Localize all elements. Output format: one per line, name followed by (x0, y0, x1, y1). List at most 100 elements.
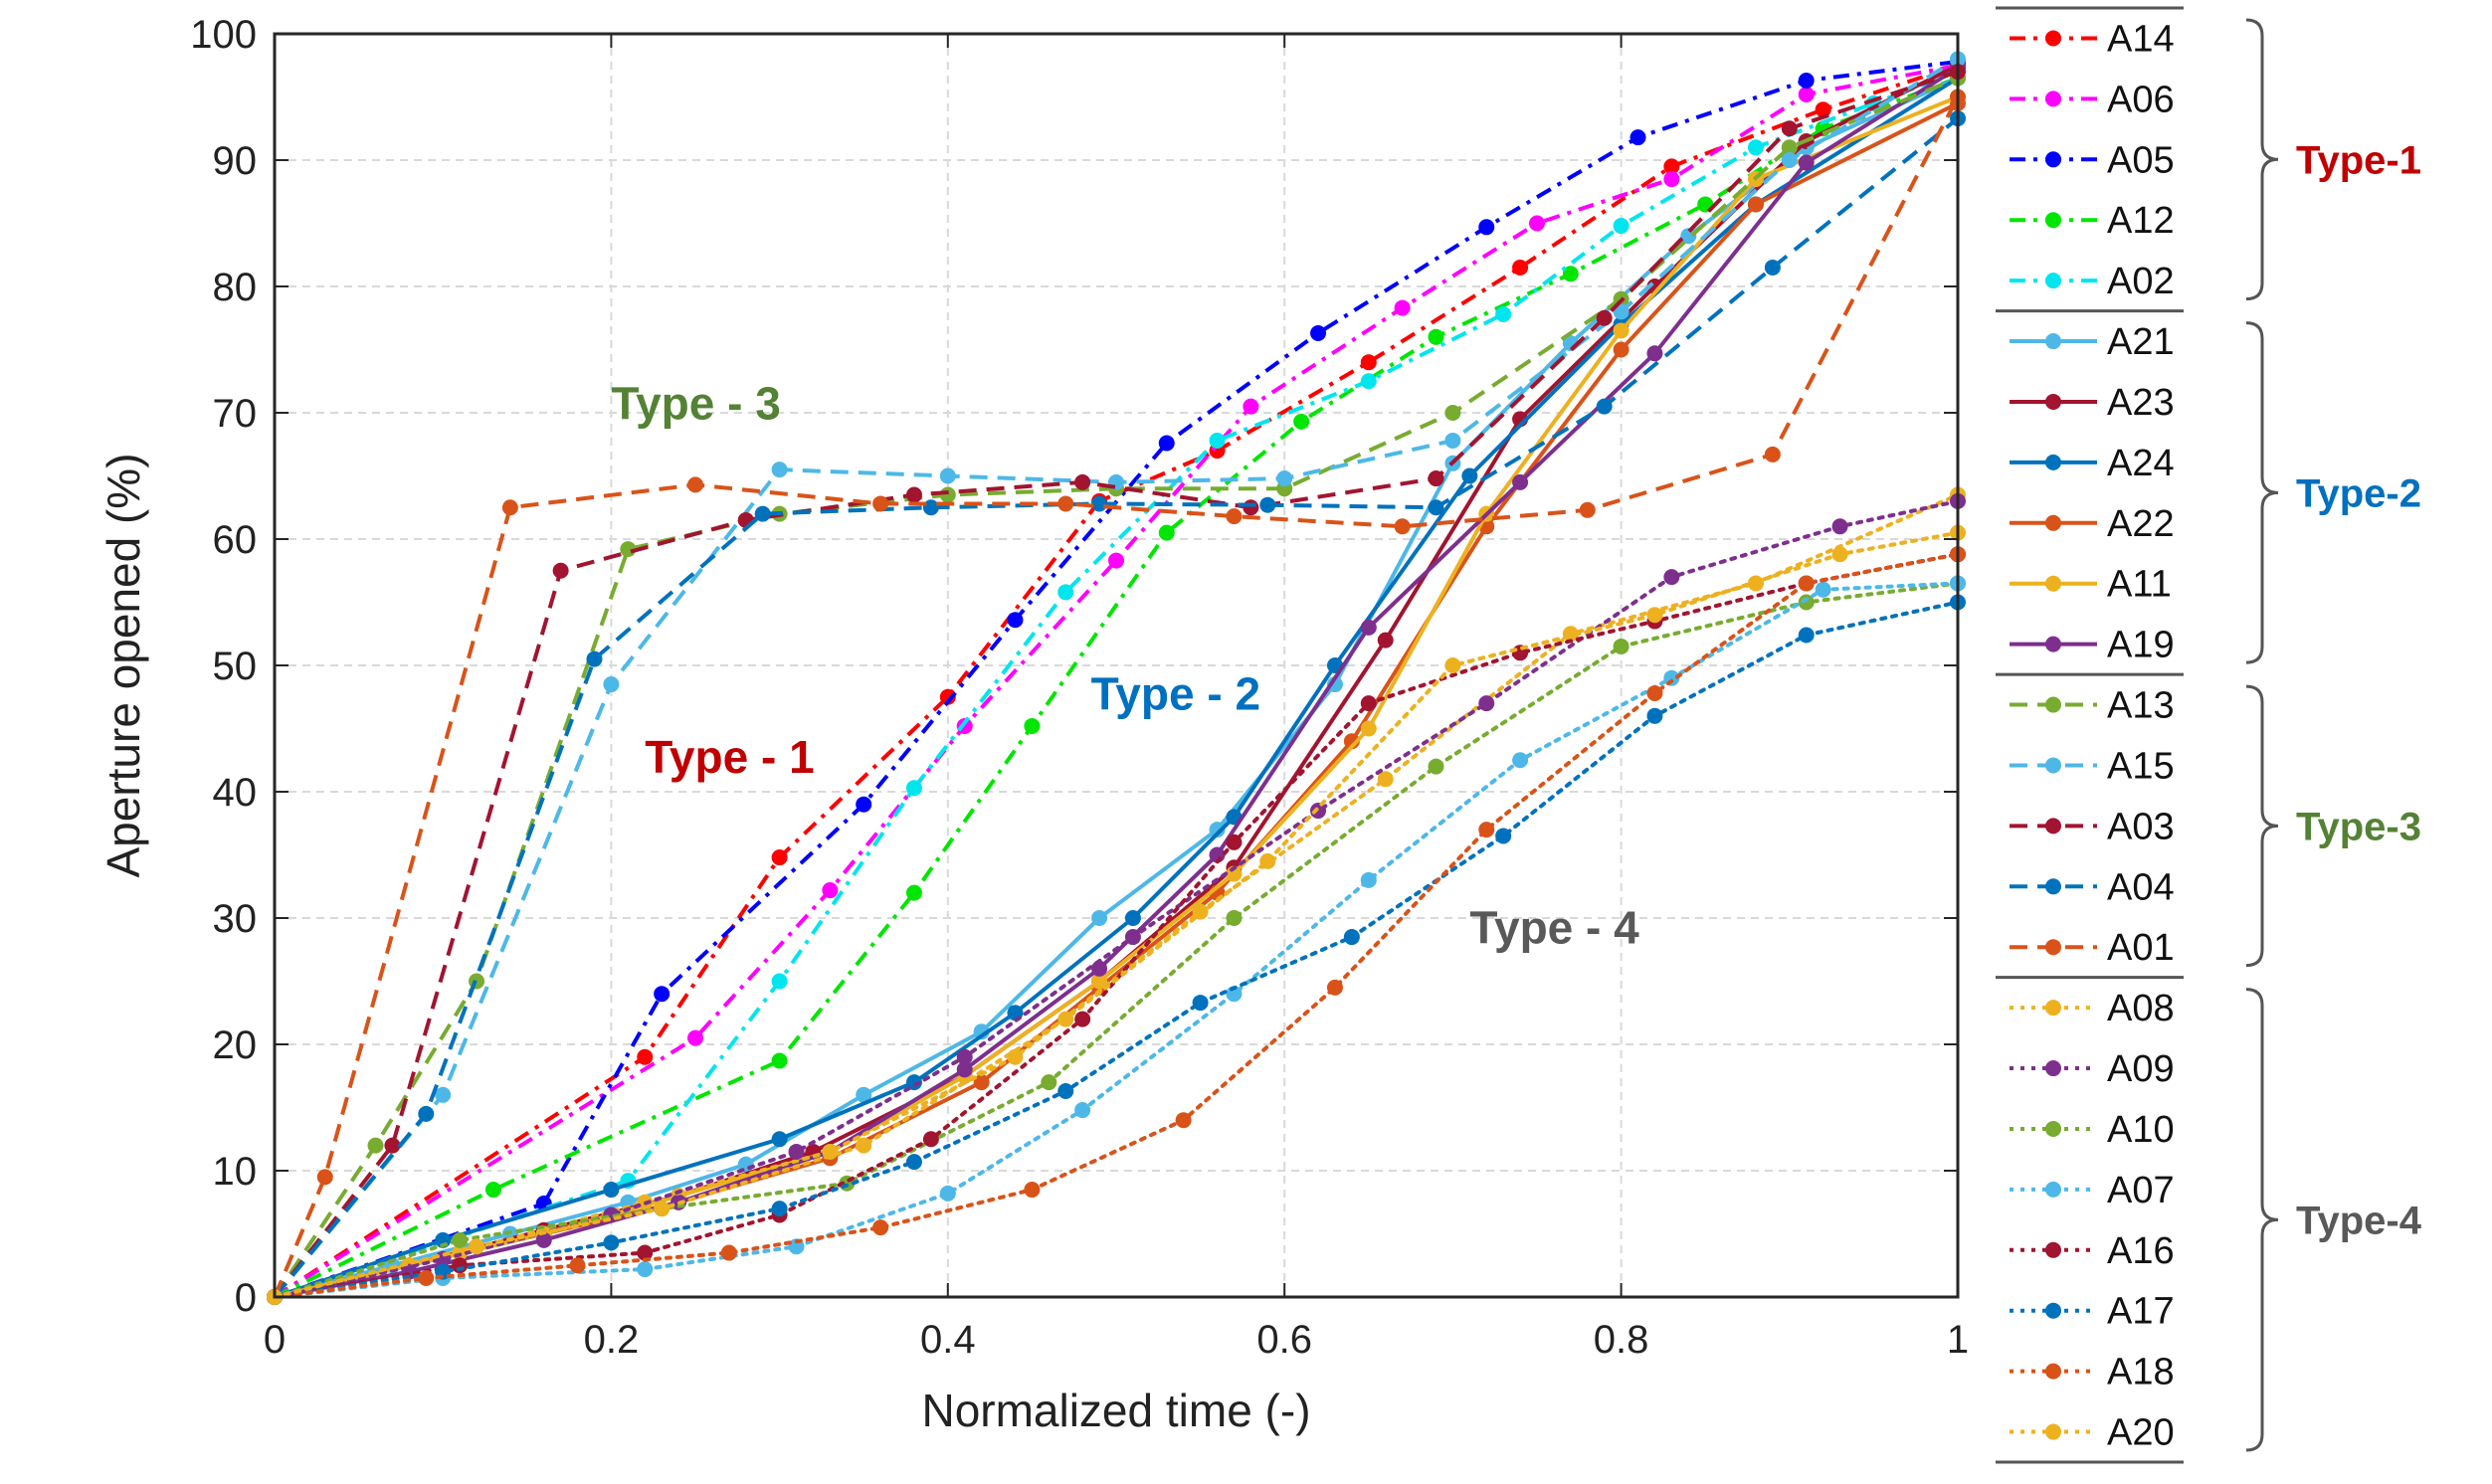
data-point (1158, 524, 1175, 541)
legend-label: A17 (2107, 1291, 2175, 1333)
y-axis-label: Aperture opened (%) (97, 453, 149, 877)
legend-marker (2045, 333, 2061, 350)
legend-group-label: Type-4 (2296, 1199, 2422, 1242)
y-tick-label: 100 (190, 13, 257, 57)
data-point (1512, 259, 1529, 276)
data-point (1007, 612, 1024, 629)
series-line (273, 581, 1960, 1299)
data-point (1124, 929, 1141, 946)
series-a08 (267, 486, 1966, 1305)
legend-entry-a09: A09 (2010, 1048, 2175, 1090)
legend-label: A03 (2107, 806, 2175, 847)
data-point (1428, 470, 1444, 487)
data-point (654, 1201, 671, 1217)
data-point (435, 1086, 452, 1103)
annotation-label: Type - 4 (1469, 901, 1639, 953)
data-point (973, 1074, 990, 1091)
y-tick-label: 10 (213, 1150, 258, 1194)
data-point (687, 1029, 703, 1046)
data-point (922, 1131, 939, 1148)
legend-entry-a22: A22 (2010, 503, 2175, 545)
series-line (273, 581, 1960, 1299)
data-point (1377, 771, 1394, 788)
data-point (1512, 752, 1529, 769)
legend-marker (2045, 1060, 2061, 1077)
data-point (452, 1257, 469, 1274)
data-point (418, 1105, 435, 1122)
data-point (1226, 508, 1243, 525)
legend-marker (2045, 1000, 2061, 1017)
legend-marker (2045, 514, 2061, 531)
data-point (1226, 910, 1243, 926)
data-point (1764, 446, 1781, 463)
data-point (1663, 158, 1680, 175)
data-point (1613, 638, 1629, 654)
legend-entry-a12: A12 (2010, 200, 2175, 242)
legend-marker (2045, 273, 2061, 289)
legend-label: A12 (2107, 200, 2175, 242)
data-point (1798, 575, 1815, 592)
data-point (905, 780, 922, 797)
legend-marker (2045, 878, 2061, 895)
data-point (872, 495, 889, 512)
data-point (1091, 960, 1108, 977)
series-a14 (267, 57, 1966, 1305)
series-line (273, 552, 1960, 1299)
data-point (1057, 584, 1074, 601)
data-point (469, 1238, 485, 1255)
data-point (603, 676, 620, 693)
legend-marker (2045, 91, 2061, 107)
data-point (905, 1074, 922, 1091)
data-point (1798, 72, 1815, 89)
chart-annotations: Type - 3 Type - 1 Type - 2 Type - 4 (611, 377, 1639, 953)
data-point (1798, 594, 1815, 611)
legend-entry-a15: A15 (2010, 745, 2175, 787)
legend-label: A16 (2107, 1230, 2175, 1272)
legend-marker (2045, 1120, 2061, 1137)
data-point (637, 1261, 654, 1278)
data-point (1024, 1182, 1041, 1199)
legend-group-brace (2245, 18, 2279, 301)
annotation-label: Type - 2 (1091, 667, 1260, 719)
data-point (452, 1231, 469, 1248)
series-line (274, 59, 1959, 1299)
series-line (274, 70, 1959, 1299)
data-point (1360, 720, 1377, 737)
legend-marker (2045, 757, 2061, 774)
data-point (1209, 822, 1226, 838)
data-point (1091, 495, 1108, 512)
data-point (654, 986, 671, 1003)
data-point (856, 796, 872, 813)
data-point (1444, 657, 1461, 673)
y-tick-label: 30 (213, 897, 258, 941)
data-point (1360, 373, 1377, 390)
series-line (273, 552, 1960, 1299)
legend-entry-a10: A10 (2010, 1109, 2175, 1151)
legend-label: A11 (2107, 564, 2172, 606)
x-tick-label: 0.8 (1594, 1318, 1649, 1362)
legend-entry-a03: A03 (2010, 806, 2175, 847)
legend-label: A21 (2107, 321, 2175, 363)
legend-marker (2045, 1423, 2061, 1440)
data-point (1259, 496, 1276, 513)
legend-label: A07 (2107, 1170, 2175, 1211)
data-point (1259, 852, 1276, 869)
legend-marker (2045, 454, 2061, 470)
legend-marker (2045, 151, 2061, 168)
legend-label: A01 (2107, 927, 2175, 969)
data-point (771, 1201, 788, 1217)
legend-label: A10 (2107, 1109, 2175, 1151)
legend-label: A18 (2107, 1352, 2175, 1393)
legend-marker (2045, 939, 2061, 956)
data-point (1276, 470, 1293, 487)
data-point (1041, 1074, 1057, 1091)
legend-entry-a07: A07 (2010, 1170, 2175, 1211)
data-point (1495, 305, 1512, 322)
y-tick-label: 70 (213, 392, 258, 436)
data-point (1226, 834, 1243, 850)
data-point (1428, 328, 1444, 345)
data-point (754, 505, 771, 522)
legend-entry-a06: A06 (2010, 79, 2175, 120)
data-point (1394, 518, 1411, 535)
data-point (1747, 196, 1764, 213)
